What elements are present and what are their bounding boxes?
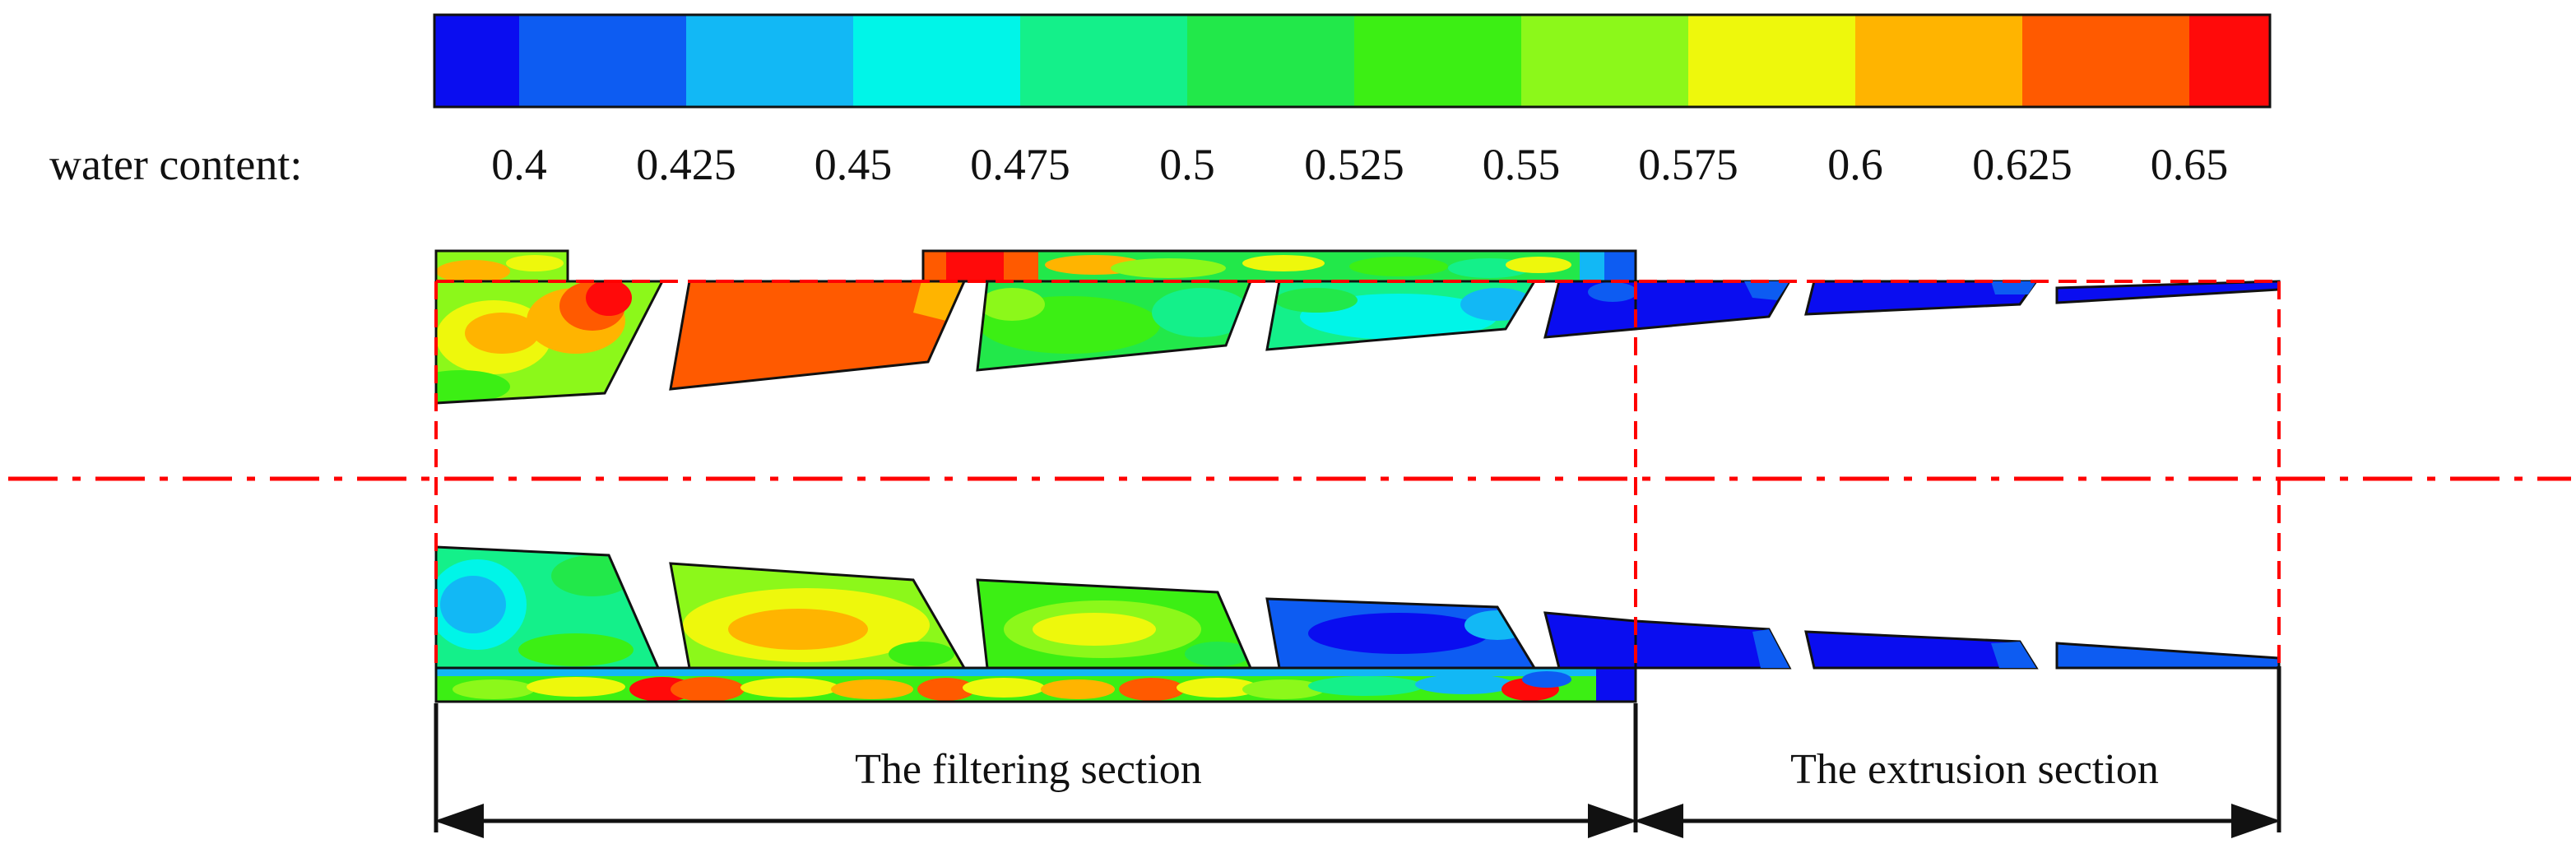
- legend-tick-label: 0.65: [2151, 140, 2229, 189]
- lower-screw-element-2: [671, 563, 964, 668]
- legend-tick-label: 0.5: [1159, 140, 1215, 189]
- color-legend: water content: 0.4 0.425 0.45 0.475 0.5 …: [49, 13, 2272, 189]
- legend-swatch: [2189, 15, 2270, 107]
- upper-barrel-strip-left: [436, 251, 568, 281]
- upper-screw-element-5: [1545, 281, 1636, 337]
- legend-swatch: [2022, 15, 2189, 107]
- legend-swatch: [686, 15, 853, 107]
- legend-swatch: [1354, 15, 1521, 107]
- legend-swatch: [1855, 15, 2022, 107]
- legend-swatch: [1020, 15, 1187, 107]
- extrusion-section-label: The extrusion section: [1790, 746, 2159, 793]
- legend-tick-label: 0.425: [636, 140, 736, 189]
- legend-colorbar-frame: [433, 13, 2272, 109]
- legend-tick-label: 0.4: [491, 140, 547, 189]
- section-brackets: [434, 666, 2281, 838]
- upper-extrusion-element-2-highlight: [1991, 281, 2036, 294]
- lower-screw-element-3: [977, 580, 1251, 668]
- legend-colorbar: [433, 13, 2272, 109]
- lower-screw-element-4: [1267, 599, 1534, 668]
- legend-tick-label: 0.625: [1972, 140, 2072, 189]
- legend-swatch: [434, 15, 519, 107]
- upper-screw-element-1: [436, 281, 662, 403]
- legend-title: water content:: [49, 140, 302, 189]
- legend-tick-label: 0.6: [1827, 140, 1883, 189]
- upper-screw-element-3: [977, 281, 1251, 370]
- legend-tick-labels: 0.4 0.425 0.45 0.475 0.5 0.525 0.55 0.57…: [491, 140, 2228, 189]
- upper-screw-element-3-outline: [976, 280, 1253, 372]
- legend-swatch: [853, 15, 1020, 107]
- lower-screw-section: [434, 545, 2281, 703]
- lower-extrusion-element-3: [2055, 642, 2281, 670]
- legend-tick-label: 0.475: [970, 140, 1070, 189]
- legend-tick-label: 0.55: [1483, 140, 1561, 189]
- legend-swatch: [1688, 15, 1855, 107]
- legend-swatch: [1187, 15, 1354, 107]
- filtering-section-label: The filtering section: [855, 746, 1202, 793]
- legend-tick-label: 0.525: [1304, 140, 1404, 189]
- upper-barrel-strip-right: [923, 251, 1636, 281]
- lower-screw-element-1: [436, 547, 658, 668]
- upper-screw-element-4: [1267, 281, 1534, 350]
- lower-extrusion-element-2-highlight: [1991, 642, 2036, 668]
- upper-screw-section: [434, 249, 2281, 405]
- legend-tick-label: 0.45: [815, 140, 893, 189]
- lower-extrusion-element-1-highlight: [1752, 629, 1789, 668]
- lower-barrel-strip-outline: [434, 666, 1637, 703]
- upper-extrusion-element-1-highlight: [1744, 281, 1789, 300]
- lower-screw-element-5: [1543, 611, 1637, 670]
- upper-screw-element-2: [671, 281, 964, 389]
- legend-swatch: [519, 15, 686, 107]
- section-boundaries: [434, 280, 2281, 668]
- legend-tick-label: 0.575: [1638, 140, 1738, 189]
- upper-extrusion-element-3: [2055, 280, 2281, 304]
- lower-barrel-strip: [436, 668, 1636, 702]
- legend-swatch: [1521, 15, 1688, 107]
